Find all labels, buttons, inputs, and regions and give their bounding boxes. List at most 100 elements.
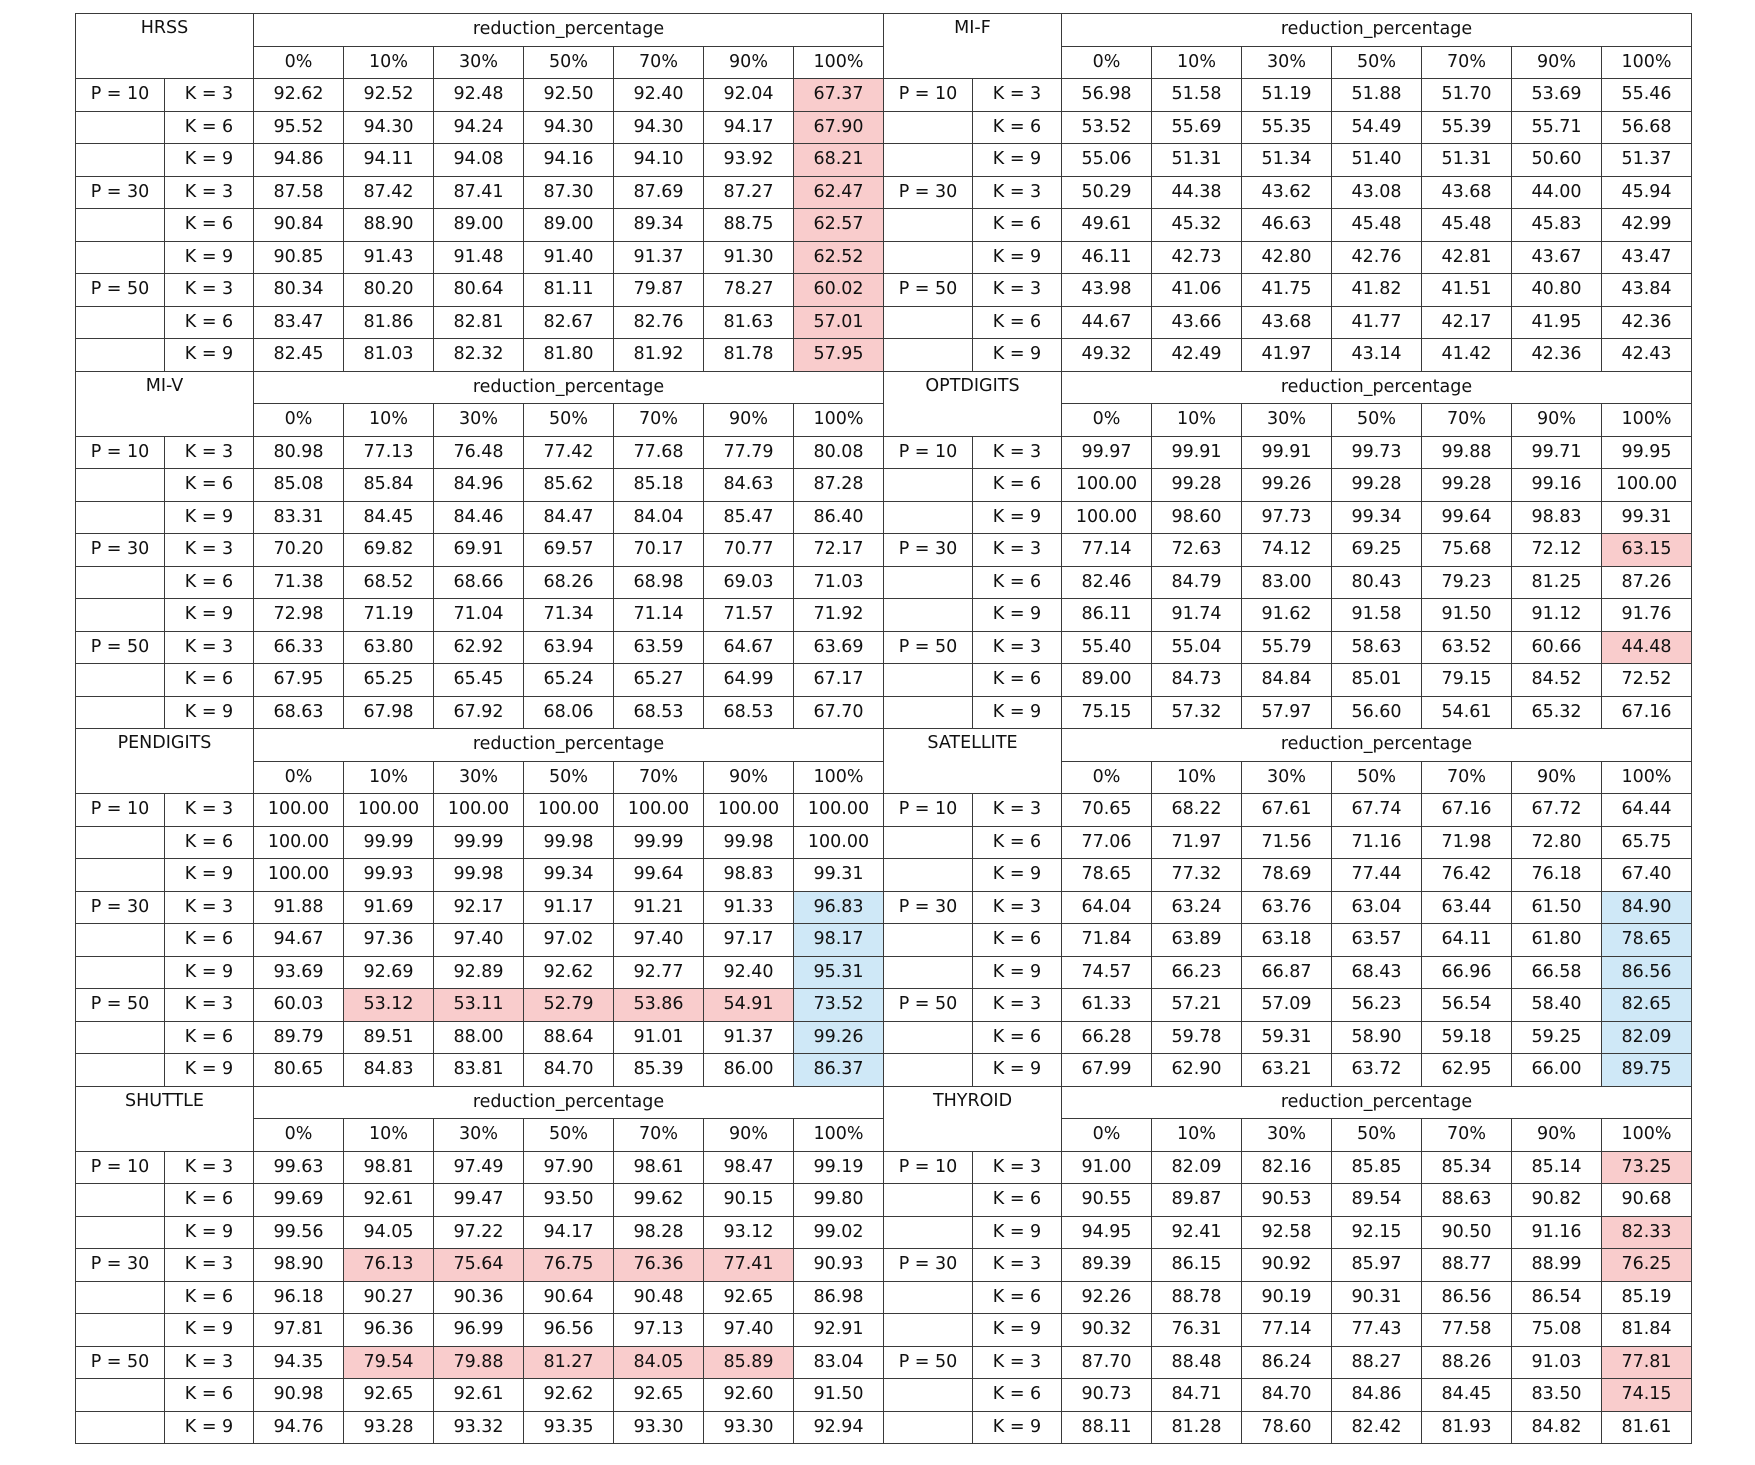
value-cell: 67.61 (1241, 793, 1332, 827)
value-cell: 88.99 (1511, 1248, 1602, 1282)
p-label: P = 30 (883, 1248, 973, 1282)
value-cell: 91.12 (1511, 598, 1602, 632)
k-label: K = 6 (972, 305, 1062, 339)
p-label: P = 10 (75, 1150, 165, 1184)
table-row: K = 6 85.08 85.84 84.96 85.62 85.18 84.63 87.28… (75, 468, 1692, 502)
p-label (75, 858, 165, 892)
value-cell: 84.47 (523, 500, 614, 534)
value-cell: 92.40 (703, 955, 794, 989)
k-label: K = 6 (164, 305, 254, 339)
p-label (883, 695, 973, 729)
value-cell: 90.31 (1331, 1280, 1422, 1314)
column-header-row: 0% 10% 30% 50% 70% 90% 100% 0% 10% 30% 50% 70% 90% 10… (76, 403, 1692, 437)
value-cell: 99.26 (1241, 468, 1332, 502)
p-label (883, 598, 973, 632)
value-cell: 68.26 (523, 565, 614, 599)
value-cell: 63.89 (1151, 923, 1242, 957)
column-header: 90% (703, 403, 794, 437)
p-label (883, 923, 973, 957)
column-header: 10% (1151, 1118, 1242, 1152)
value-cell: 93.32 (433, 1410, 524, 1444)
p-label: P = 30 (883, 890, 973, 924)
value-cell: 89.34 (613, 208, 704, 242)
value-cell: 42.49 (1151, 338, 1242, 372)
k-label: K = 6 (164, 825, 254, 859)
value-cell: 72.63 (1151, 533, 1242, 567)
k-label: K = 6 (164, 1183, 254, 1217)
value-cell: 59.18 (1421, 1020, 1512, 1054)
value-cell: 76.36 (613, 1248, 704, 1282)
p-label (883, 240, 973, 274)
value-cell: 91.50 (1421, 598, 1512, 632)
value-cell: 99.56 (253, 1215, 344, 1249)
value-cell: 91.76 (1601, 598, 1692, 632)
value-cell: 66.28 (1061, 1020, 1152, 1054)
value-cell: 43.66 (1151, 305, 1242, 339)
value-cell: 92.26 (1061, 1280, 1152, 1314)
k-label: K = 6 (164, 565, 254, 599)
value-cell: 56.54 (1421, 988, 1512, 1022)
column-header: 70% (613, 403, 704, 437)
value-cell: 97.22 (433, 1215, 524, 1249)
value-cell: 78.27 (703, 273, 794, 307)
value-cell: 76.75 (523, 1248, 614, 1282)
value-cell: 45.83 (1511, 208, 1602, 242)
p-label (75, 338, 165, 372)
value-cell: 97.73 (1241, 500, 1332, 534)
value-cell: 99.93 (343, 858, 434, 892)
value-cell: 80.20 (343, 273, 434, 307)
value-cell: 92.48 (433, 78, 524, 112)
value-cell: 45.32 (1151, 208, 1242, 242)
value-cell: 71.04 (433, 598, 524, 632)
value-cell: 96.56 (523, 1313, 614, 1347)
dataset-name-optdigits: OPTDIGITS (883, 370, 1062, 437)
value-cell: 56.60 (1331, 695, 1422, 729)
dataset-name-mi-f: MI-F (883, 13, 1062, 79)
p-label (75, 663, 165, 697)
value-cell: 57.32 (1151, 695, 1242, 729)
value-cell: 84.90 (1601, 890, 1692, 924)
value-cell: 81.61 (1601, 1410, 1692, 1444)
column-header: 90% (1511, 760, 1602, 794)
value-cell: 43.68 (1241, 305, 1332, 339)
table-row: P = 30 K = 3 98.90 76.13 75.64 76.75 76.36 77.4… (75, 1248, 1692, 1282)
column-header: 0% (253, 403, 344, 437)
value-cell: 93.30 (613, 1410, 704, 1444)
value-cell: 99.28 (1331, 468, 1422, 502)
value-cell: 42.73 (1151, 240, 1242, 274)
dataset-name-satellite: SATELLITE (883, 728, 1062, 794)
value-cell: 75.64 (433, 1248, 524, 1282)
value-cell: 46.11 (1061, 240, 1152, 274)
value-cell: 63.24 (1151, 890, 1242, 924)
value-cell: 82.16 (1241, 1150, 1332, 1184)
value-cell: 65.32 (1511, 695, 1602, 729)
value-cell: 55.69 (1151, 110, 1242, 144)
p-label (883, 1215, 973, 1249)
k-label: K = 9 (164, 338, 254, 372)
value-cell: 42.81 (1421, 240, 1512, 274)
k-label: K = 3 (164, 793, 254, 827)
k-label: K = 6 (164, 923, 254, 957)
column-header: 10% (1151, 760, 1242, 794)
value-cell: 83.04 (793, 1345, 884, 1379)
column-header: 0% (253, 45, 344, 79)
value-cell: 99.62 (613, 1183, 704, 1217)
value-cell: 77.13 (343, 435, 434, 469)
p-label: P = 30 (75, 533, 165, 567)
table-row: K = 9 90.85 91.43 91.48 91.40 91.37 91.30 62.52… (75, 240, 1692, 274)
column-header: 100% (793, 45, 884, 79)
value-cell: 69.91 (433, 533, 524, 567)
value-cell: 94.10 (613, 143, 704, 177)
value-cell: 59.25 (1511, 1020, 1602, 1054)
column-header: 30% (433, 403, 524, 437)
value-cell: 99.28 (1421, 468, 1512, 502)
value-cell: 94.30 (523, 110, 614, 144)
value-cell: 80.34 (253, 273, 344, 307)
value-cell: 67.98 (343, 695, 434, 729)
value-cell: 84.86 (1331, 1378, 1422, 1412)
value-cell: 92.62 (523, 955, 614, 989)
column-header: 90% (703, 45, 794, 79)
value-cell: 66.23 (1151, 955, 1242, 989)
column-header: 50% (523, 760, 614, 794)
value-cell: 82.81 (433, 305, 524, 339)
